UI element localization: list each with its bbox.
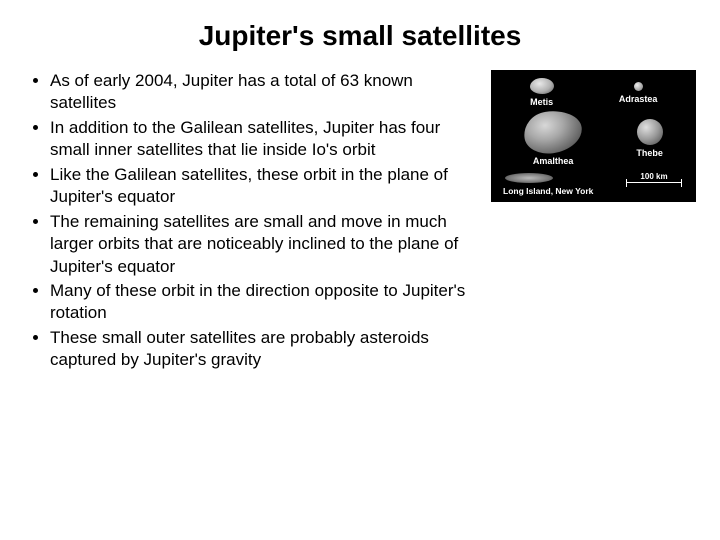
- satellite-label: Thebe: [636, 148, 663, 158]
- bullet-item: In addition to the Galilean satellites, …: [50, 117, 481, 162]
- content-row: As of early 2004, Jupiter has a total of…: [24, 70, 696, 374]
- bullet-item: The remaining satellites are small and m…: [50, 211, 481, 278]
- satellite-thebe: Thebe: [636, 119, 663, 158]
- scale-row: 100 km: [497, 172, 690, 183]
- bullet-item: These small outer satellites are probabl…: [50, 327, 481, 372]
- satellite-amalthea: Amalthea: [524, 111, 582, 166]
- satellite-label: Amalthea: [533, 156, 574, 166]
- moon-shape-icon: [637, 119, 663, 145]
- satellite-metis: Metis: [530, 78, 554, 107]
- slide-title: Jupiter's small satellites: [24, 20, 696, 52]
- bullet-item: Many of these orbit in the direction opp…: [50, 280, 481, 325]
- satellite-label: Metis: [530, 97, 553, 107]
- satellite-adrastea: Adrastea: [619, 82, 658, 104]
- satellite-top-row: Metis Adrastea: [497, 78, 690, 107]
- moon-shape-icon: [530, 78, 554, 94]
- scale-label: 100 km: [640, 172, 667, 181]
- island-shape-icon: [505, 173, 553, 183]
- scale-bar-line-icon: [626, 182, 682, 183]
- scale-bar: 100 km: [626, 172, 682, 183]
- moon-shape-icon: [634, 82, 643, 91]
- bullet-item: As of early 2004, Jupiter has a total of…: [50, 70, 481, 115]
- bullet-list: As of early 2004, Jupiter has a total of…: [24, 70, 481, 374]
- comparison-label: Long Island, New York: [497, 186, 690, 196]
- satellite-figure: Metis Adrastea Amalthea Thebe: [491, 70, 696, 202]
- bullet-item: Like the Galilean satellites, these orbi…: [50, 164, 481, 209]
- satellite-bottom-row: Amalthea Thebe: [497, 111, 690, 166]
- satellite-label: Adrastea: [619, 94, 658, 104]
- moon-shape-icon: [521, 107, 584, 157]
- slide: Jupiter's small satellites As of early 2…: [0, 0, 720, 540]
